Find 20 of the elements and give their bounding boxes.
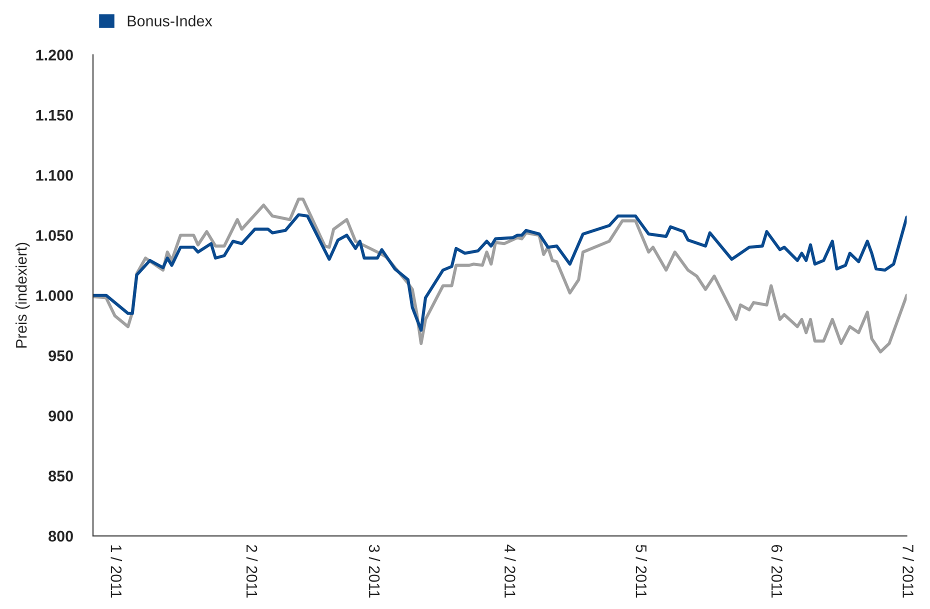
y-tick-label: 1.100 bbox=[36, 170, 73, 181]
x-tick-label: 7 / 2011 bbox=[902, 545, 914, 598]
x-tick-label: 1 / 2011 bbox=[110, 545, 122, 598]
y-tick-label: 1.150 bbox=[36, 110, 73, 121]
x-tick-label: 6 / 2011 bbox=[771, 545, 783, 598]
y-tick-label: 1.050 bbox=[36, 230, 73, 241]
line-series bbox=[93, 198, 907, 354]
y-axis-title: Preis (indexiert) bbox=[16, 242, 30, 348]
line-series bbox=[93, 213, 907, 332]
x-tick-label: 4 / 2011 bbox=[504, 544, 516, 598]
y-tick-label: 900 bbox=[48, 410, 73, 422]
x-tick-label: 3 / 2011 bbox=[368, 544, 380, 598]
y-tick-label: 1.200 bbox=[36, 50, 73, 60]
y-tick-label: 800 bbox=[48, 530, 73, 542]
x-tick-label: 5 / 2011 bbox=[636, 544, 647, 598]
x-tick-label: 2 / 2011 bbox=[246, 545, 258, 598]
y-tick-label: 850 bbox=[48, 470, 73, 482]
y-tick-label: 950 bbox=[48, 350, 73, 362]
y-tick-label: 1.000 bbox=[36, 290, 73, 302]
legend-label: Bonus-Index bbox=[128, 15, 212, 26]
